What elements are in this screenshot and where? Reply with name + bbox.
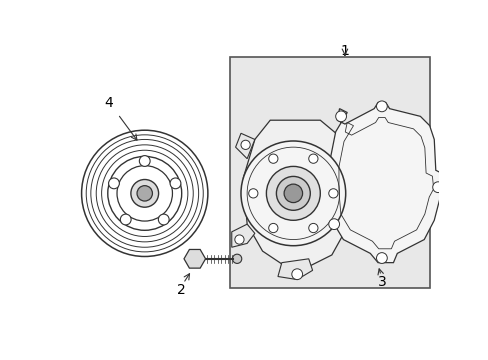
Bar: [353, 192, 364, 206]
Circle shape: [120, 214, 131, 225]
Circle shape: [248, 189, 257, 198]
Circle shape: [131, 180, 158, 207]
Circle shape: [291, 269, 302, 280]
Circle shape: [241, 141, 345, 246]
Text: 4: 4: [104, 96, 113, 110]
Text: 1: 1: [340, 44, 348, 58]
Circle shape: [376, 101, 386, 112]
Circle shape: [139, 156, 150, 166]
Polygon shape: [329, 103, 444, 263]
Polygon shape: [348, 186, 368, 216]
Text: 3: 3: [377, 275, 386, 289]
Circle shape: [234, 235, 244, 244]
Circle shape: [170, 178, 181, 189]
Polygon shape: [235, 133, 254, 159]
Circle shape: [308, 224, 317, 233]
Circle shape: [232, 254, 241, 264]
Polygon shape: [277, 259, 312, 280]
Circle shape: [335, 111, 346, 122]
Circle shape: [108, 178, 119, 189]
Circle shape: [137, 186, 152, 201]
Circle shape: [268, 154, 277, 163]
Polygon shape: [231, 224, 254, 247]
Circle shape: [276, 176, 310, 210]
Circle shape: [328, 189, 337, 198]
Circle shape: [432, 182, 443, 193]
Circle shape: [268, 224, 277, 233]
Circle shape: [266, 166, 320, 220]
Bar: [230, 57, 429, 288]
Circle shape: [376, 253, 386, 264]
Polygon shape: [183, 249, 205, 268]
Text: 2: 2: [177, 283, 186, 297]
Circle shape: [308, 154, 317, 163]
Circle shape: [328, 219, 339, 230]
Polygon shape: [243, 120, 354, 266]
Circle shape: [158, 214, 169, 225]
Circle shape: [241, 140, 250, 149]
Circle shape: [284, 184, 302, 203]
